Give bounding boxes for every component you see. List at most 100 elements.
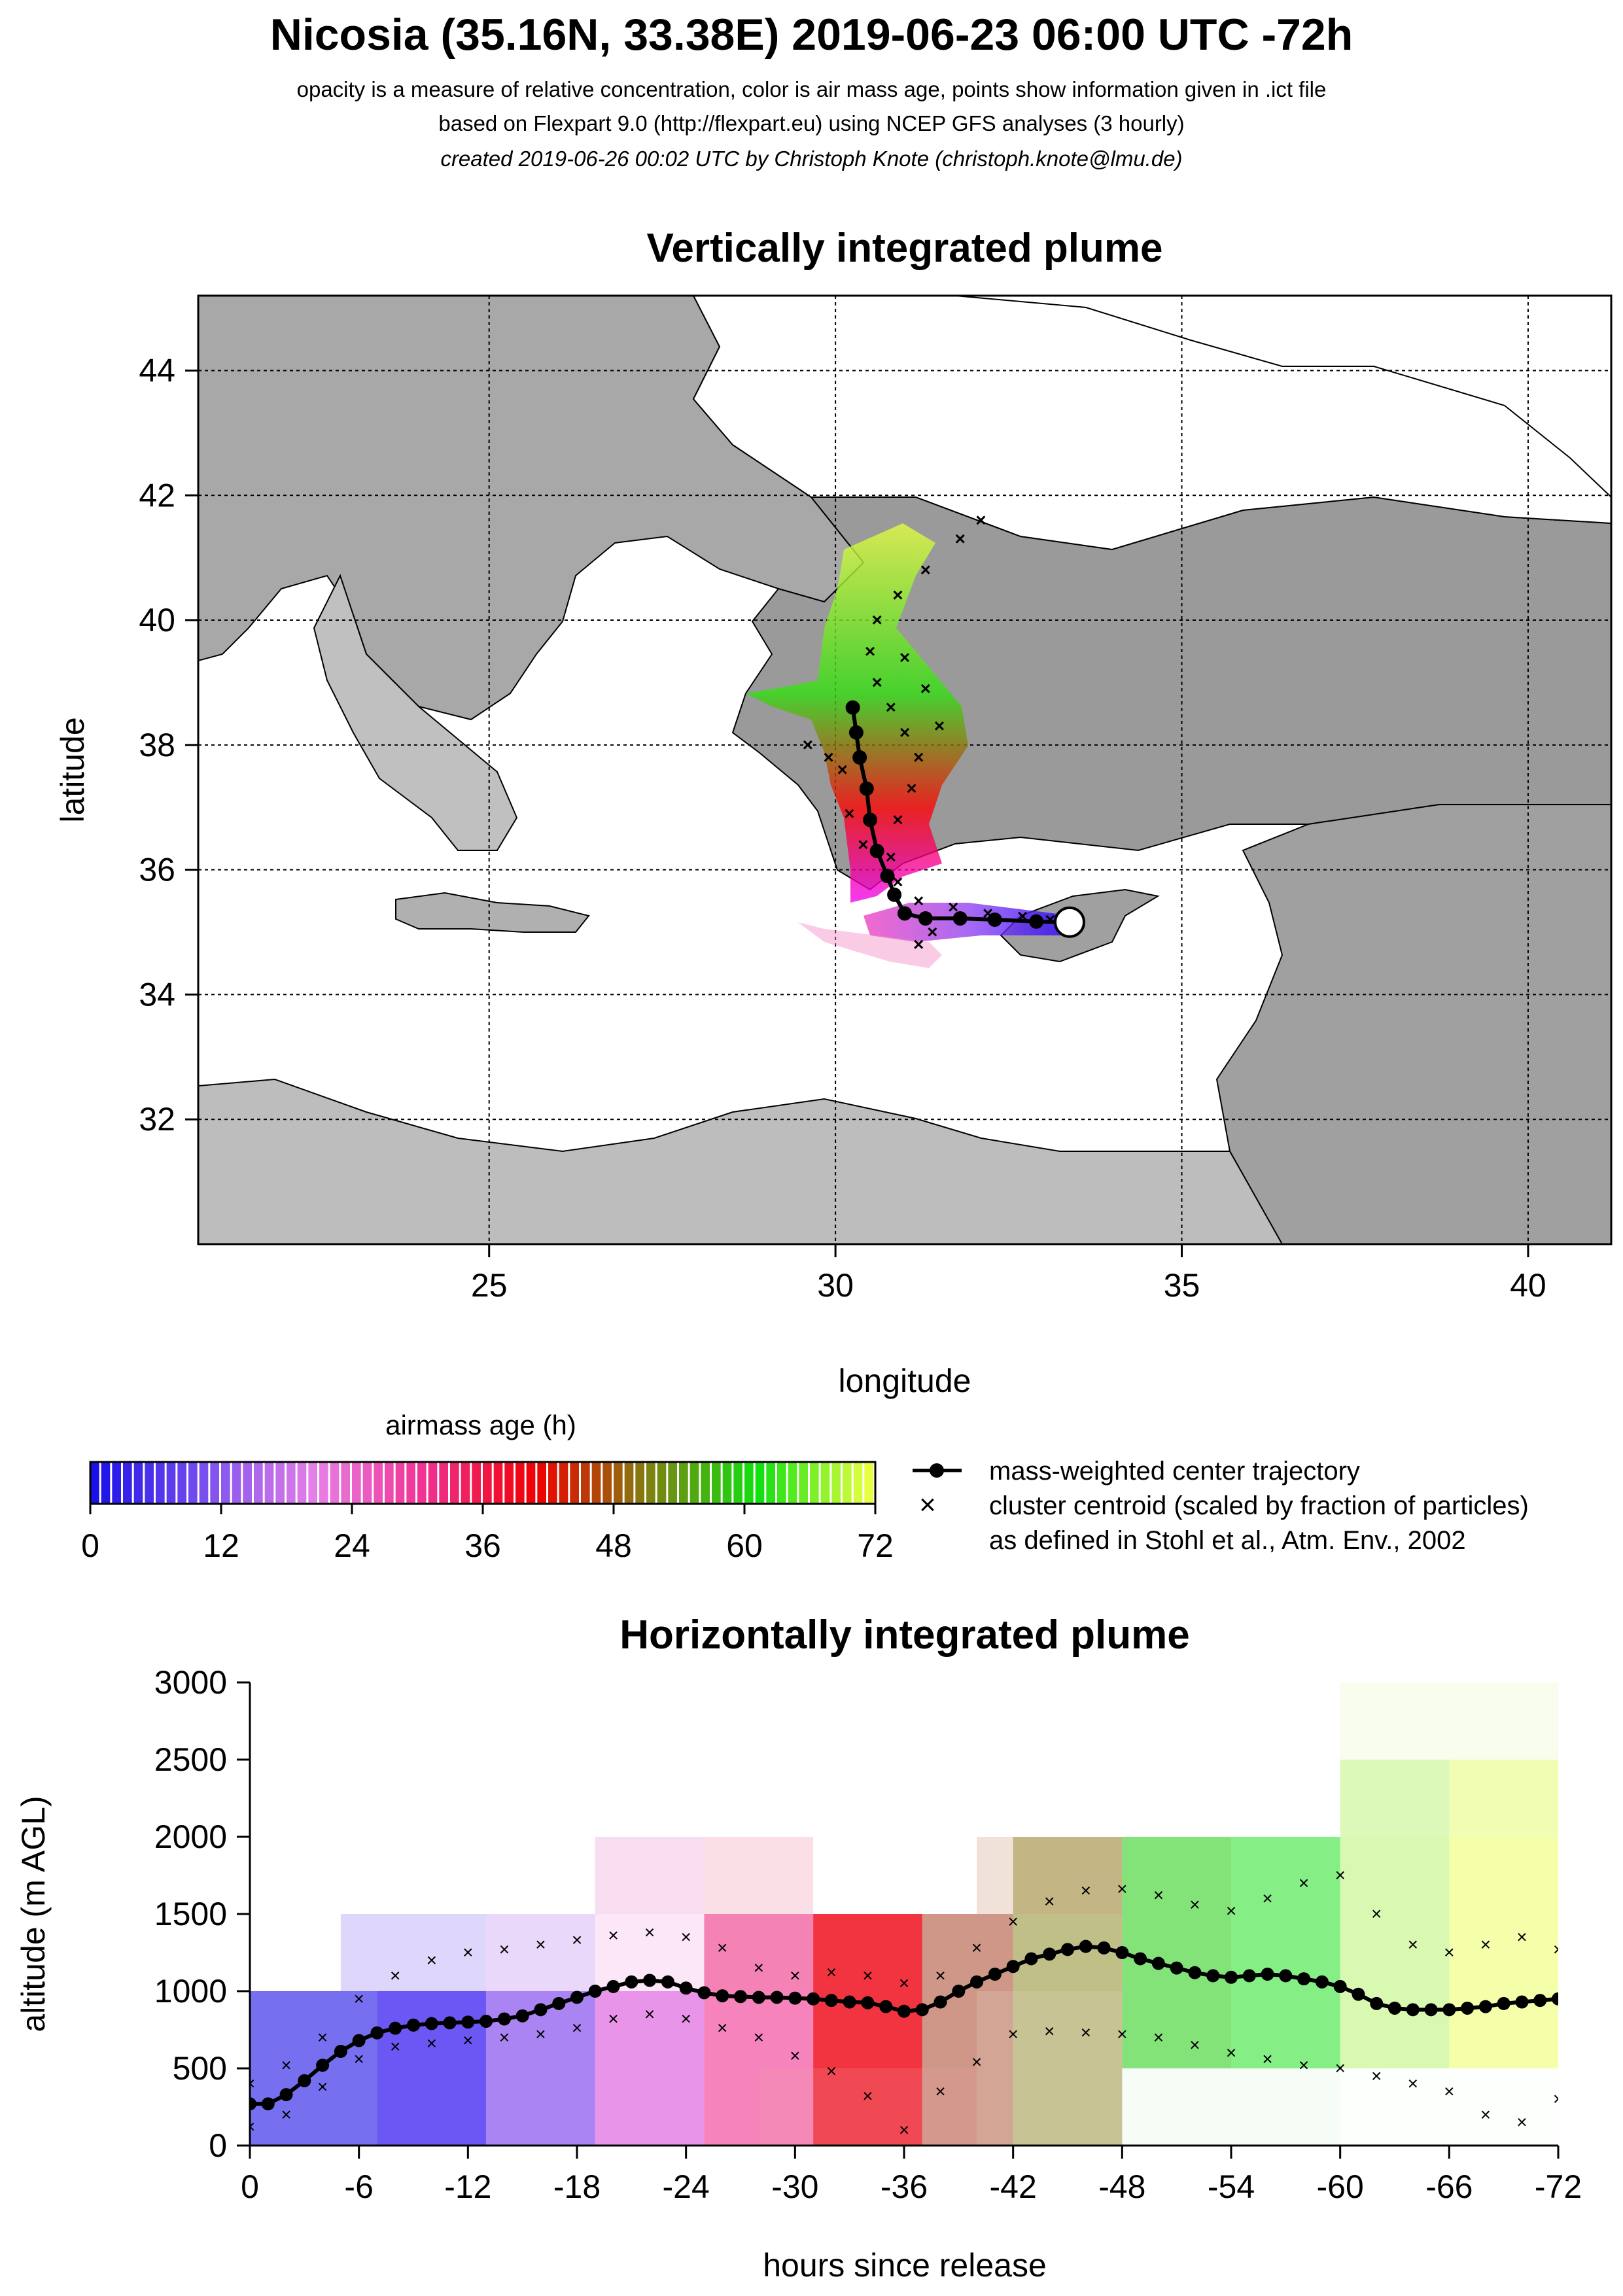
altitude-x-ticks: 0 -6 -12 -18 -24 -30 -36 -42 -48 -54 -60 -66 -72 — [241, 2146, 1582, 2205]
map-cluster-centroid: × — [906, 778, 916, 799]
colorbar-swatch — [864, 1462, 873, 1504]
altitude-cluster-centroid: × — [499, 1939, 510, 1959]
altitude-trajectory-point — [915, 2003, 929, 2017]
altitude-trajectory-point — [425, 2017, 438, 2030]
colorbar-swatch — [646, 1462, 655, 1504]
altitude-trajectory-point — [788, 1991, 802, 2005]
map-frame — [197, 294, 1613, 1245]
altitude-trajectory-point — [1461, 2001, 1475, 2015]
colorbar — [90, 1462, 873, 1504]
altitude-trajectory-point — [1279, 1969, 1293, 1983]
colorbar-swatch — [177, 1462, 186, 1504]
colorbar-swatch — [537, 1462, 546, 1504]
altitude-heatmap-cell — [250, 1991, 377, 2146]
altitude-cluster-centroid: × — [281, 2055, 291, 2075]
altitude-heatmap-cell — [704, 1914, 814, 2146]
altitude-cluster-centroid: × — [317, 2076, 328, 2096]
map-x-tick-label: 40 — [1510, 1267, 1546, 1304]
colorbar-swatch — [788, 1462, 797, 1504]
altitude-trajectory-point — [515, 2009, 529, 2023]
map-y-tick-label: 38 — [139, 727, 175, 763]
colorbar-swatch — [624, 1462, 634, 1504]
colorbar-swatch — [166, 1462, 176, 1504]
map-cluster-centroid: × — [892, 872, 903, 892]
colorbar-swatch — [472, 1462, 481, 1504]
altitude-trajectory-point — [370, 2026, 384, 2040]
altitude-heatmap-cell — [595, 1991, 705, 2146]
map-y-tick-label: 32 — [139, 1101, 175, 1138]
altitude-center-trajectory-points — [250, 1939, 1558, 2111]
altitude-cluster-centroid: × — [935, 2081, 945, 2101]
colorbar-tick-label: 72 — [857, 1527, 894, 1564]
colorbar-swatch — [243, 1462, 252, 1504]
map-y-tick-label: 40 — [139, 602, 175, 638]
altitude-trajectory-point — [861, 1996, 875, 2009]
map-cluster-centroid: × — [955, 529, 966, 549]
colorbar-swatch — [657, 1462, 667, 1504]
colorbar-swatch — [766, 1462, 775, 1504]
altitude-y-tick-label: 500 — [173, 2050, 227, 2087]
map-cluster-centroid: × — [871, 610, 882, 630]
map-y-tick-label: 44 — [139, 352, 175, 389]
altitude-cluster-centroid: × — [1371, 2066, 1382, 2086]
land-crete — [395, 892, 590, 933]
altitude-trajectory-point — [261, 2097, 275, 2111]
altitude-y-ticks: 0 500 1000 1500 2000 2500 3000 — [154, 1664, 250, 2164]
altitude-cluster-centroid: × — [1371, 1904, 1382, 1924]
altitude-cluster-centroid: × — [717, 1938, 727, 1958]
map-trajectory-point — [852, 750, 867, 765]
map-cluster-centroid: × — [823, 747, 833, 767]
map-cluster-centroid: × — [1045, 909, 1055, 930]
map-cluster-centroid: × — [871, 672, 882, 692]
map-trajectory-point — [918, 911, 933, 926]
altitude-trajectory-point — [1261, 1968, 1274, 1981]
map-cluster-centroid: × — [913, 934, 924, 954]
altitude-trajectory-point — [661, 1975, 674, 1989]
altitude-cluster-centroid: × — [390, 1965, 400, 1985]
colorbar-swatch — [297, 1462, 307, 1504]
altitude-trajectory-point — [1442, 2003, 1456, 2017]
altitude-cluster-centroid: × — [1444, 1942, 1454, 1962]
map-trajectory-point — [1029, 914, 1044, 929]
altitude-trajectory-point — [879, 2000, 893, 2013]
colorbar-swatch — [843, 1462, 852, 1504]
colorbar-swatch — [810, 1462, 819, 1504]
altitude-trajectory-point — [625, 1975, 638, 1989]
colorbar-swatch — [428, 1462, 438, 1504]
cluster-centroids: ××××××××××××××××××××××××××××× — [803, 510, 1056, 954]
altitude-cluster-centroid: × — [644, 2004, 655, 2024]
altitude-cluster-centroid: × — [535, 1934, 546, 1955]
colorbar-swatch — [853, 1462, 863, 1504]
altitude-cluster-centroid: × — [390, 2036, 400, 2057]
altitude-trajectory-point — [316, 2059, 330, 2072]
altitude-heatmap-cell — [595, 1837, 705, 1991]
altitude-cluster-centroid: × — [1081, 1881, 1091, 1901]
altitude-cluster-centroid: × — [281, 2104, 291, 2125]
colorbar-tick-label: 24 — [334, 1527, 370, 1564]
legend-cluster-centroid: cluster centroid (scaled by fraction of … — [989, 1491, 1529, 1520]
altitude-cluster-centroid: × — [899, 2119, 909, 2140]
altitude-trajectory-point — [697, 1986, 711, 2000]
colorbar-swatch — [689, 1462, 699, 1504]
altitude-cluster-centroid: × — [608, 2008, 618, 2028]
colorbar-swatch — [493, 1462, 503, 1504]
release-point-marker — [1054, 906, 1085, 938]
altitude-trajectory-point — [389, 2021, 402, 2035]
altitude-cluster-centroid: × — [1299, 2055, 1309, 2075]
colorbar-swatch — [712, 1462, 721, 1504]
altitude-trajectory-point — [643, 1974, 657, 1987]
altitude-trajectory-point — [1115, 1946, 1129, 1959]
altitude-cluster-centroid: × — [862, 2085, 873, 2106]
map-trajectory-point — [869, 844, 884, 859]
altitude-cluster-centroid: × — [499, 2027, 510, 2047]
altitude-heatmap-cell — [1449, 1760, 1558, 2068]
altitude-trajectory-point — [1497, 1996, 1510, 2010]
altitude-cluster-centroid: × — [1226, 1900, 1236, 1921]
map-cluster-centroid: × — [927, 922, 937, 942]
altitude-cluster-centroid: × — [427, 2033, 437, 2053]
altitude-trajectory-point — [1097, 1941, 1111, 1955]
subtitle-opacity: opacity is a measure of relative concent… — [296, 77, 1327, 101]
altitude-trajectory-point — [588, 1985, 602, 1998]
altitude-heatmap-cell — [1340, 1682, 1558, 1837]
legend-stohl-reference: as defined in Stohl et al., Atm. Env., 2… — [989, 1526, 1466, 1555]
